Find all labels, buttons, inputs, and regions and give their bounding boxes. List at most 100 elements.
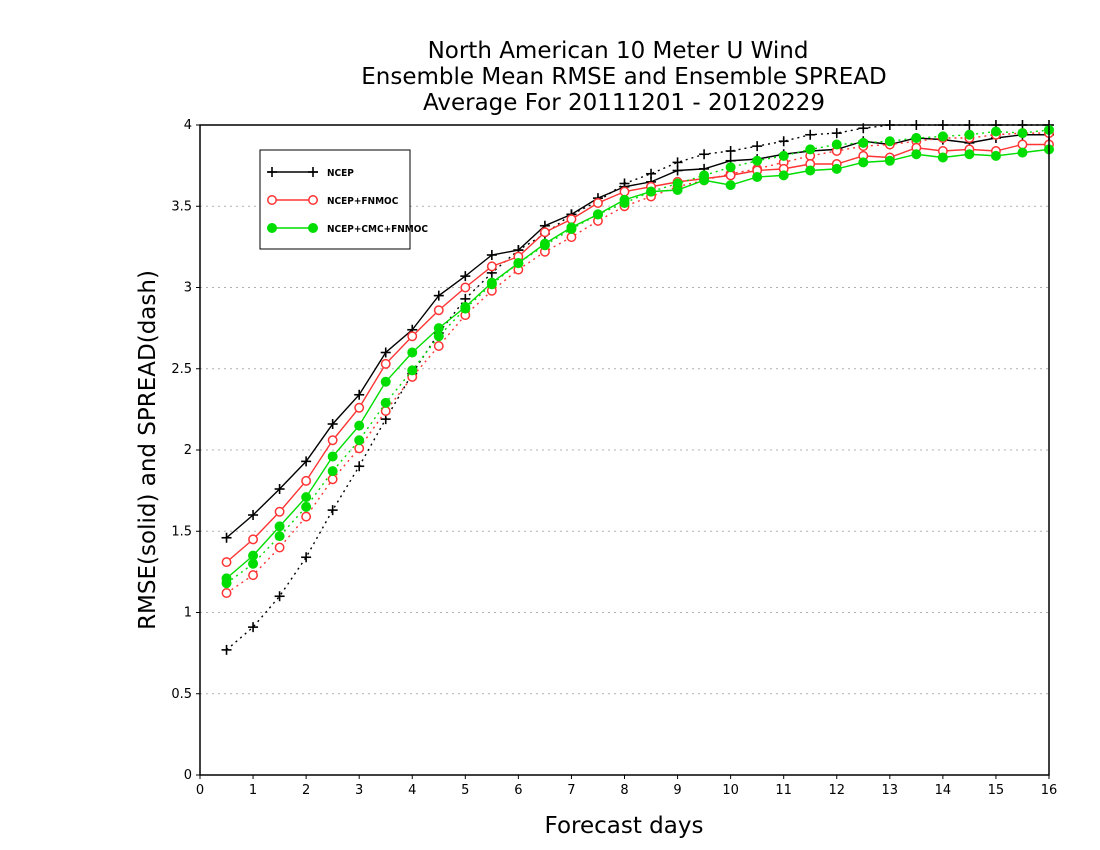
y-tick-label: 3: [184, 281, 192, 296]
spread-point: [990, 126, 1001, 137]
rmse-point: [327, 451, 338, 462]
grid: [200, 205, 1049, 695]
spread-point: [301, 501, 312, 512]
spread-point: [937, 131, 948, 142]
x-tick-label: 11: [775, 783, 792, 798]
rmse-point: [513, 258, 524, 269]
spread-point: [274, 531, 285, 542]
legend-marker: [267, 167, 277, 177]
spread-point: [566, 232, 577, 243]
spread-point: [752, 141, 763, 152]
rmse-point: [274, 484, 285, 494]
rmse-point: [274, 521, 285, 532]
x-tick-label: 9: [673, 783, 681, 798]
spread-point: [327, 474, 338, 485]
x-tick-label: 2: [302, 783, 310, 798]
rmse-point: [433, 323, 444, 334]
spread-point: [221, 588, 232, 598]
rmse-point: [433, 290, 444, 301]
spread-point: [752, 155, 763, 166]
rmse-point: [301, 492, 312, 503]
rmse-point: [566, 214, 577, 225]
spread-point: [274, 542, 285, 553]
x-tick-label: 0: [196, 783, 204, 798]
rmse-point: [884, 155, 895, 166]
rmse-point: [937, 152, 948, 163]
legend-marker: [308, 223, 318, 233]
legend-marker: [267, 195, 277, 205]
x-tick-label: 5: [461, 783, 469, 798]
rmse-point: [460, 271, 471, 282]
x-tick-label: 6: [514, 783, 522, 798]
legend-entry: NCEP: [267, 167, 354, 179]
spread-point: [327, 505, 338, 516]
legend-marker: [308, 167, 318, 177]
spread-point: [301, 511, 312, 522]
rmse-point: [354, 402, 365, 413]
rmse-point: [221, 532, 232, 543]
rmse-point: [354, 389, 365, 400]
legend-marker: [267, 223, 277, 233]
spread-point: [911, 133, 922, 143]
x-tick-label: 15: [988, 783, 1005, 798]
rmse-point: [911, 149, 922, 160]
spread-point: [778, 136, 789, 147]
spread-point: [805, 144, 816, 155]
rmse-point: [1017, 139, 1028, 150]
spread-point: [831, 128, 842, 139]
spread-point: [301, 552, 312, 563]
rmse-point: [248, 550, 259, 561]
rmse-point: [380, 358, 391, 369]
rmse-point: [831, 163, 842, 174]
legend-marker: [308, 195, 318, 205]
spread-point: [805, 129, 816, 140]
axis-ticks: 00.511.522.533.540 1 2 3 4 5 6 7 8 9 10 11 12 13 14 15 1…: [171, 118, 1057, 798]
rmse-point: [486, 261, 497, 272]
legend-label: NCEP+FNMOC: [327, 196, 399, 207]
legend-label: NCEP+CMC+FNMOC: [327, 224, 428, 235]
y-tick-label: 0.5: [171, 687, 192, 702]
legend-entry: NCEP+FNMOC: [267, 195, 399, 207]
x-tick-label: 13: [882, 783, 899, 798]
rmse-point: [407, 347, 418, 358]
rmse-point: [539, 227, 550, 238]
series-ncep-cmc-fnmoc-rmse: [221, 144, 1054, 584]
spread-point: [699, 149, 710, 160]
spread-point: [858, 137, 869, 148]
rmse-point: [672, 165, 683, 176]
rmse-point: [301, 456, 312, 467]
y-tick-label: 0: [184, 768, 192, 783]
x-tick-label: 3: [355, 783, 363, 798]
rmse-point: [619, 186, 630, 197]
chart-title-line-2: Ensemble Mean RMSE and Ensemble SPREAD: [361, 64, 886, 90]
x-tick-label: 16: [1041, 783, 1058, 798]
rmse-point: [486, 277, 497, 288]
spread-point: [884, 136, 895, 147]
rmse-point: [539, 238, 550, 249]
spread-point: [1017, 128, 1028, 139]
rmse-point: [964, 149, 975, 160]
rmse-point: [725, 180, 736, 191]
y-tick-label: 1.5: [171, 524, 192, 539]
x-tick-label: 10: [722, 783, 739, 798]
spread-point: [248, 570, 259, 581]
rmse-point: [592, 209, 603, 220]
rmse-point: [778, 170, 789, 181]
spread-point: [725, 146, 736, 156]
legend-label: NCEP: [327, 168, 354, 179]
rmse-point: [460, 302, 471, 312]
spread-point: [725, 162, 736, 173]
spread-point: [380, 397, 391, 408]
rmse-point: [725, 170, 736, 181]
rmse-point: [221, 573, 232, 584]
x-tick-label: 7: [567, 783, 575, 798]
rmse-point: [990, 150, 1001, 161]
y-tick-label: 2: [184, 443, 192, 458]
y-tick-label: 1: [184, 606, 192, 621]
rmse-point: [327, 435, 338, 446]
rmse-point: [221, 557, 232, 568]
rmse-point: [752, 172, 763, 182]
rmse-point: [619, 194, 630, 205]
rmse-point: [380, 347, 391, 358]
